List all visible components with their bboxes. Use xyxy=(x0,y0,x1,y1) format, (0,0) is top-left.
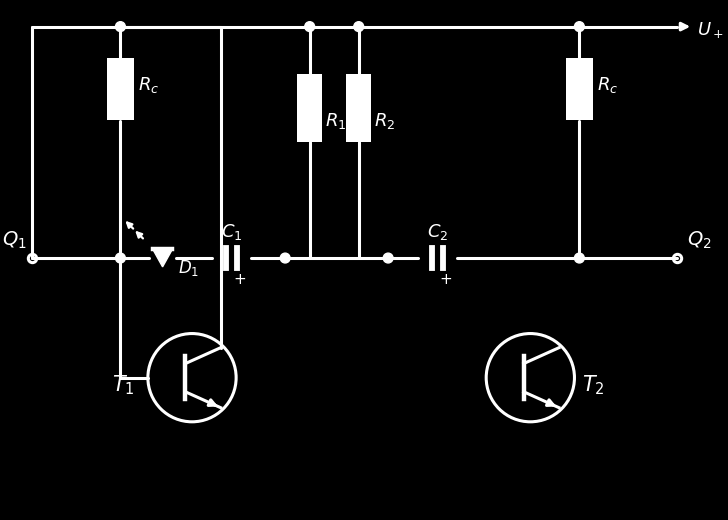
Bar xyxy=(107,58,134,120)
Circle shape xyxy=(116,253,125,263)
Text: $C_2$: $C_2$ xyxy=(427,223,448,242)
Circle shape xyxy=(574,22,585,32)
Text: $R_1$: $R_1$ xyxy=(325,111,347,131)
Text: $R_2$: $R_2$ xyxy=(374,111,395,131)
Text: $+$: $+$ xyxy=(439,272,452,287)
Bar xyxy=(297,74,323,142)
Circle shape xyxy=(354,22,363,32)
Circle shape xyxy=(305,22,314,32)
Text: $T_1$: $T_1$ xyxy=(111,374,134,397)
Circle shape xyxy=(574,253,585,263)
Text: $+$: $+$ xyxy=(233,272,246,287)
Text: $T_2$: $T_2$ xyxy=(582,374,605,397)
Text: $Q_2$: $Q_2$ xyxy=(687,230,712,251)
Text: $C_1$: $C_1$ xyxy=(221,223,242,242)
Circle shape xyxy=(383,253,393,263)
Text: $R_c$: $R_c$ xyxy=(138,75,159,96)
Text: $D_1$: $D_1$ xyxy=(178,258,199,278)
Bar xyxy=(346,74,371,142)
Circle shape xyxy=(116,22,125,32)
Circle shape xyxy=(280,253,290,263)
Text: $Q_1$: $Q_1$ xyxy=(1,230,26,251)
Bar xyxy=(566,58,593,120)
Text: $U_+$: $U_+$ xyxy=(697,20,724,40)
Polygon shape xyxy=(153,249,173,267)
Text: $R_c$: $R_c$ xyxy=(597,75,618,96)
